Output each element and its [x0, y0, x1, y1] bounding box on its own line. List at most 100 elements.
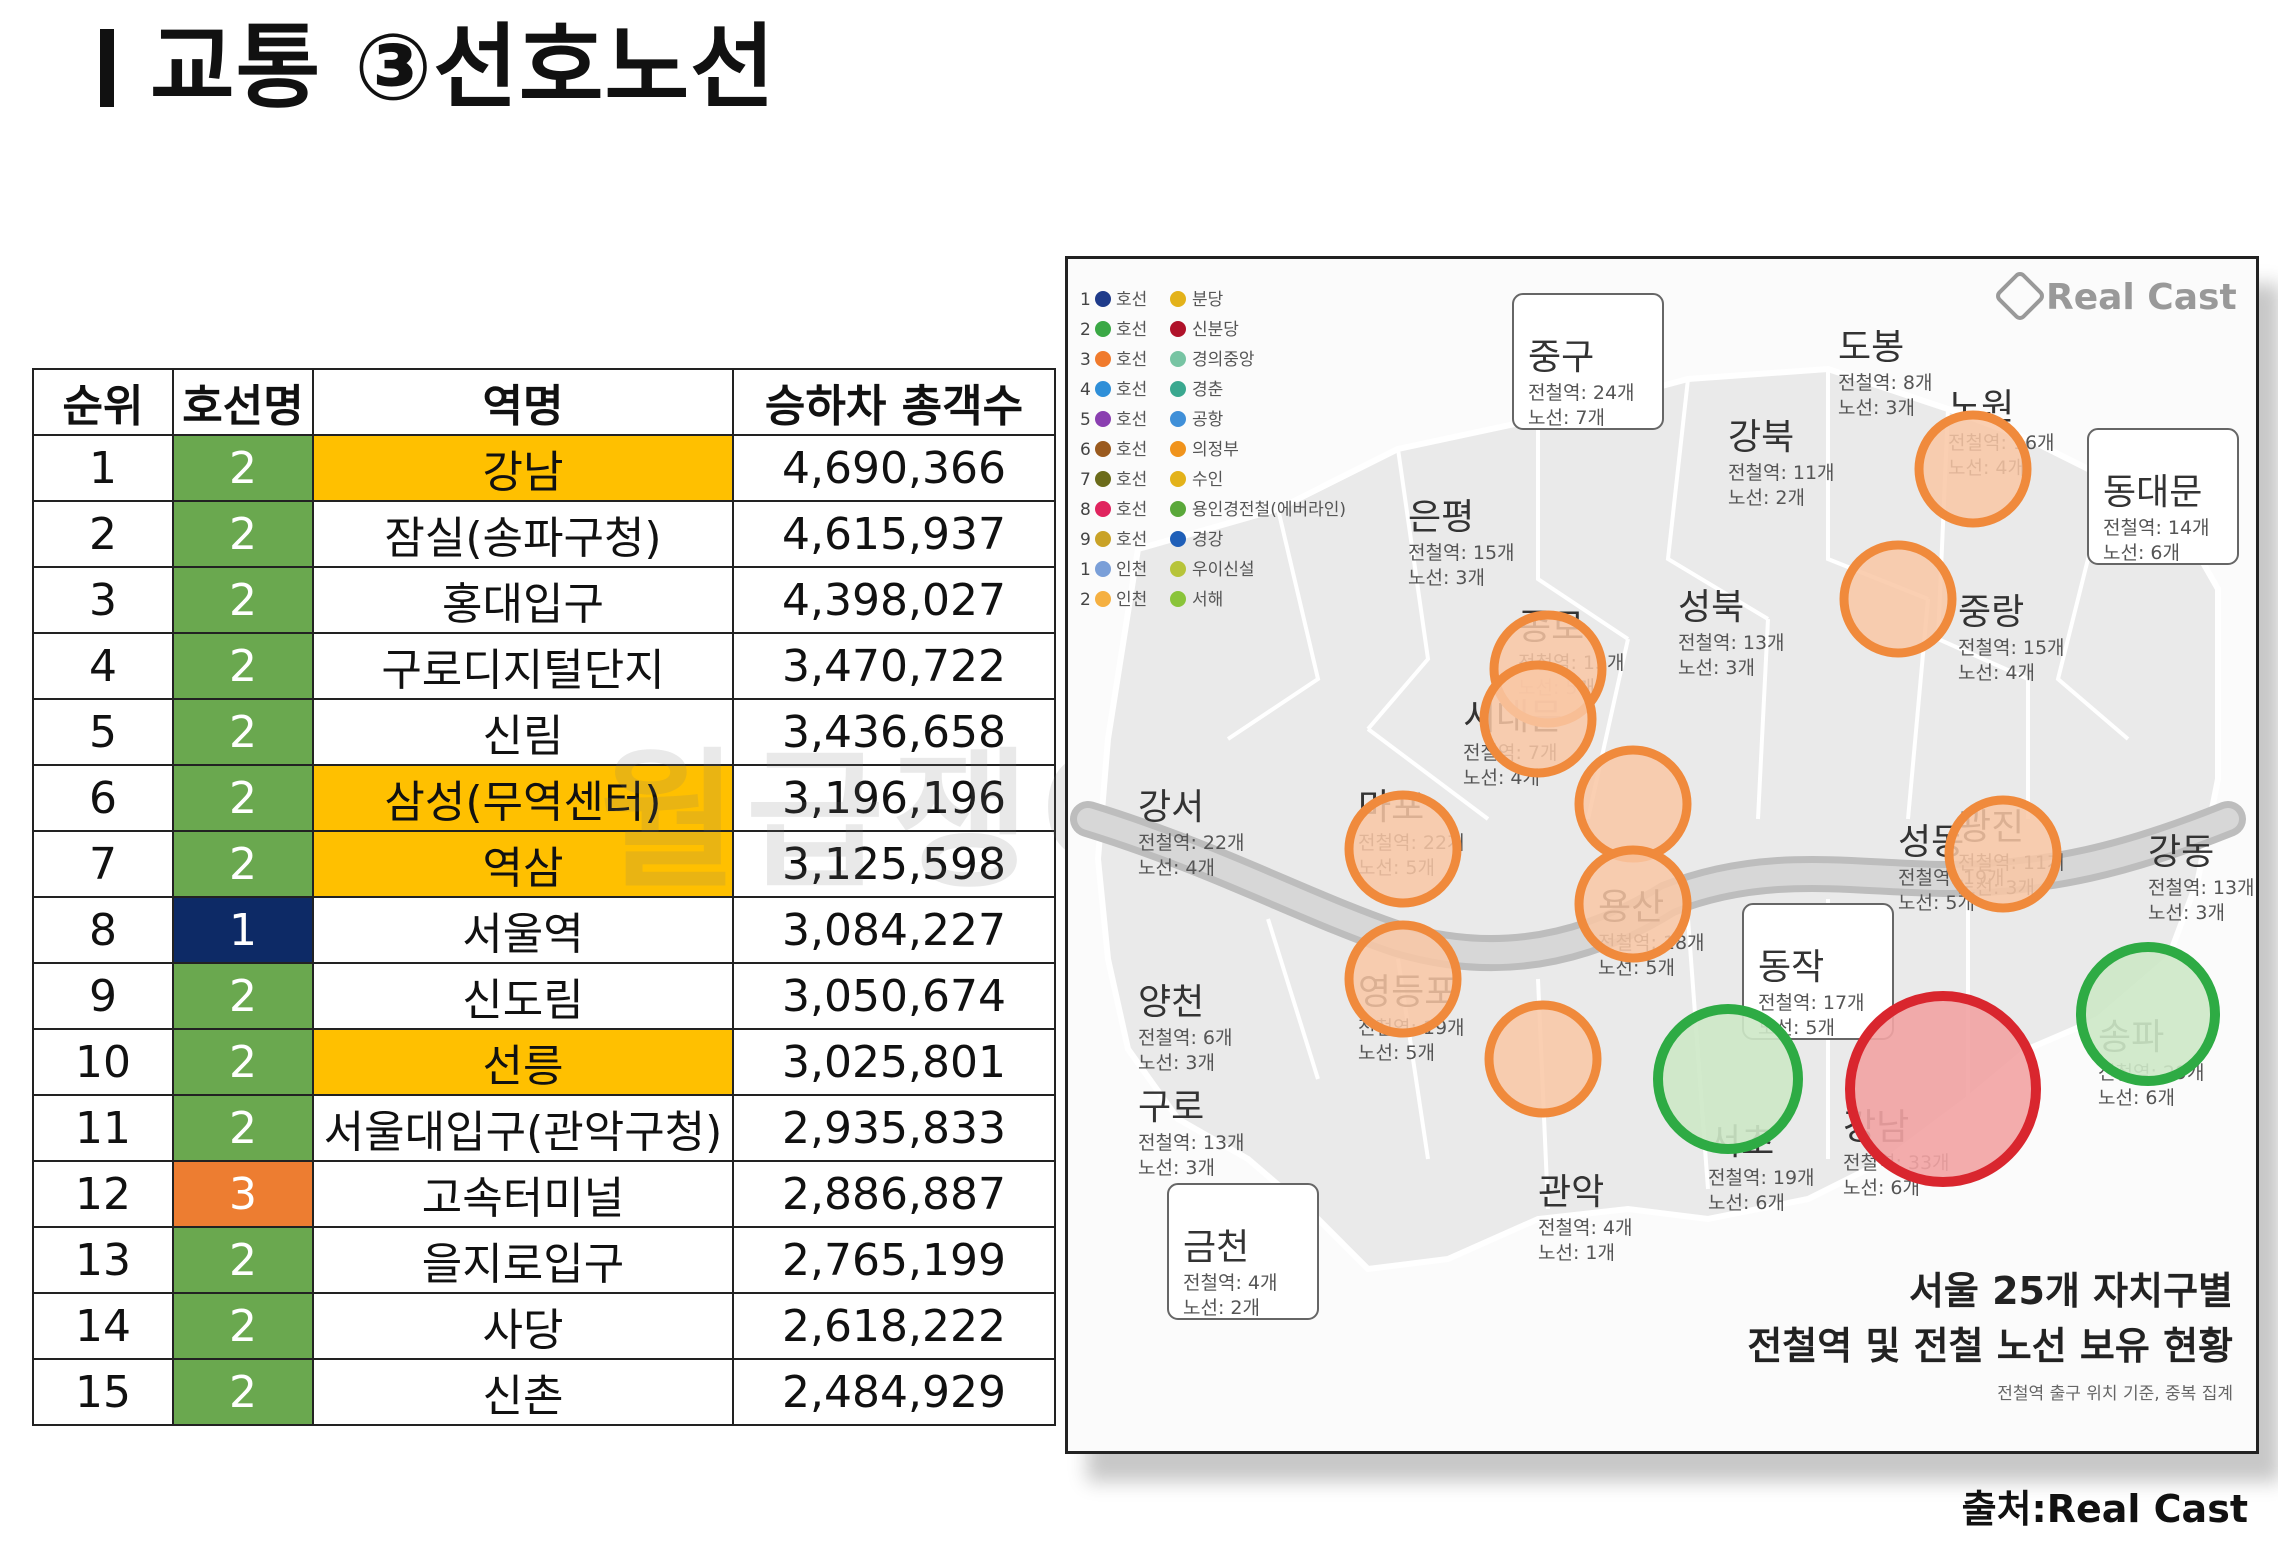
passengers-cell: 2,765,199	[732, 1226, 1056, 1294]
title-bar	[100, 29, 114, 107]
legend-line-dot	[1095, 411, 1111, 427]
district-station-count: 전철역: 15개	[1408, 542, 1515, 564]
station-cell: 서울역	[312, 896, 734, 964]
legend-line-label: 신분당	[1192, 320, 1239, 340]
legend-line-number: 5	[1080, 410, 1091, 430]
district-station-count: 전철역: 19개	[1708, 1167, 1815, 1189]
line-cell: 2	[172, 1292, 314, 1360]
district-line-count: 노선: 6개	[2103, 542, 2180, 564]
passenger-marker-orange	[1574, 745, 1692, 863]
brand-logo-icon	[1996, 272, 2044, 320]
rank-cell: 13	[32, 1226, 174, 1294]
rank-cell: 15	[32, 1358, 174, 1426]
table-row: 8 1 서울역 3,084,227	[32, 896, 1056, 964]
legend-line-dot	[1170, 531, 1186, 547]
district-name: 중랑	[1958, 592, 2024, 633]
legend-line-dot	[1095, 441, 1111, 457]
legend-line-dot	[1170, 411, 1186, 427]
legend-line-dot	[1095, 501, 1111, 517]
passengers-cell: 4,398,027	[732, 566, 1056, 634]
passenger-marker-orange	[1479, 660, 1597, 778]
passengers-cell: 4,690,366	[732, 434, 1056, 502]
district-station-count: 전철역: 13개	[2148, 877, 2255, 899]
table-row: 10 2 선릉 3,025,801	[32, 1028, 1056, 1096]
rank-cell: 8	[32, 896, 174, 964]
table-body: 1 2 강남 4,690,366 2 2 잠실(송파구청) 4,615,937 3 2 홍대입구 4,…	[32, 434, 1056, 1426]
line-cell: 2	[172, 1028, 314, 1096]
line-cell: 2	[172, 1094, 314, 1162]
legend-line-number: 1	[1080, 290, 1091, 310]
district-line-count: 노선: 3개	[1408, 567, 1485, 589]
district-line-count: 노선: 3개	[2148, 902, 2225, 924]
district-border	[1266, 918, 1320, 1080]
district-name: 강북	[1728, 417, 1794, 458]
legend-line-dot	[1095, 291, 1111, 307]
legend-line-number: 3	[1080, 350, 1091, 370]
legend-line-label: 경춘	[1192, 380, 1223, 400]
district-callout-box	[2087, 428, 2239, 565]
passenger-marker-red	[1845, 991, 2041, 1187]
title-text: 교통 ③선호노선	[150, 14, 776, 121]
line-cell: 1	[172, 896, 314, 964]
legend-line-label: 호선	[1116, 290, 1147, 310]
legend-line-dot	[1170, 591, 1186, 607]
header-passengers: 승하차 총객수	[732, 368, 1056, 436]
table-row: 15 2 신촌 2,484,929	[32, 1358, 1056, 1426]
line-cell: 2	[172, 1226, 314, 1294]
district-callout-box	[1512, 293, 1664, 430]
legend-line-dot	[1170, 381, 1186, 397]
district-line-count: 노선: 3개	[1138, 1157, 1215, 1179]
passengers-cell: 3,050,674	[732, 962, 1056, 1030]
district-station-count: 전철역: 8개	[1838, 372, 1932, 394]
district-station-count: 전철역: 13개	[1138, 1132, 1245, 1154]
rank-cell: 11	[32, 1094, 174, 1162]
legend-line-label: 경강	[1192, 530, 1224, 550]
legend-line-dot	[1170, 561, 1186, 577]
district-line-count: 노선: 3개	[1838, 397, 1915, 419]
line-cell: 3	[172, 1160, 314, 1228]
legend-line-dot	[1095, 321, 1111, 337]
district-station-count: 전철역: 6개	[1138, 1027, 1232, 1049]
line-cell: 2	[172, 830, 314, 898]
legend-line-dot	[1170, 291, 1186, 307]
station-cell: 신도림	[312, 962, 734, 1030]
district-border	[1536, 419, 1630, 641]
district-callout-box	[1742, 903, 1894, 1040]
district-border	[1665, 378, 1770, 621]
passengers-cell: 2,935,833	[732, 1094, 1056, 1162]
station-cell: 역삼	[312, 830, 734, 898]
district-line-count: 노선: 2개	[1728, 487, 1805, 509]
table-row: 12 3 고속터미널 2,886,887	[32, 1160, 1056, 1228]
district-station-count: 전철역: 11개	[1728, 462, 1835, 484]
map-caption-title: 서울 25개 자치구별	[1909, 1269, 2233, 1313]
legend-line-dot	[1095, 531, 1111, 547]
district-name: 중구	[1528, 337, 1594, 378]
passenger-marker-orange	[1344, 790, 1462, 908]
station-cell: 을지로입구	[312, 1226, 734, 1294]
table-row: 5 2 신림 3,436,658	[32, 698, 1056, 766]
station-cell: 사당	[312, 1292, 734, 1360]
district-line-count: 노선: 2개	[1183, 1297, 1260, 1319]
legend-line-dot	[1170, 471, 1186, 487]
table-row: 13 2 을지로입구 2,765,199	[32, 1226, 1056, 1294]
table-row: 7 2 역삼 3,125,598	[32, 830, 1056, 898]
district-border	[1366, 448, 1431, 731]
district-name: 성북	[1678, 587, 1744, 628]
rank-cell: 14	[32, 1292, 174, 1360]
rank-cell: 2	[32, 500, 174, 568]
line-cell: 2	[172, 1358, 314, 1426]
table-row: 1 2 강남 4,690,366	[32, 434, 1056, 502]
page-title: 교통 ③선호노선	[100, 22, 776, 114]
legend-line-dot	[1095, 351, 1111, 367]
legend-line-label: 호선	[1116, 380, 1147, 400]
rank-cell: 7	[32, 830, 174, 898]
district-line-count: 노선: 6개	[1843, 1177, 1920, 1199]
passengers-cell: 2,886,887	[732, 1160, 1056, 1228]
district-name: 도봉	[1838, 327, 1904, 368]
district-line-count: 노선: 1개	[1538, 1242, 1615, 1264]
station-cell: 홍대입구	[312, 566, 734, 634]
legend-line-label: 의정부	[1192, 440, 1239, 460]
table-row: 9 2 신도림 3,050,674	[32, 962, 1056, 1030]
source-credit: 출처:Real Cast	[1961, 1487, 2248, 1531]
legend-line-dot	[1095, 381, 1111, 397]
